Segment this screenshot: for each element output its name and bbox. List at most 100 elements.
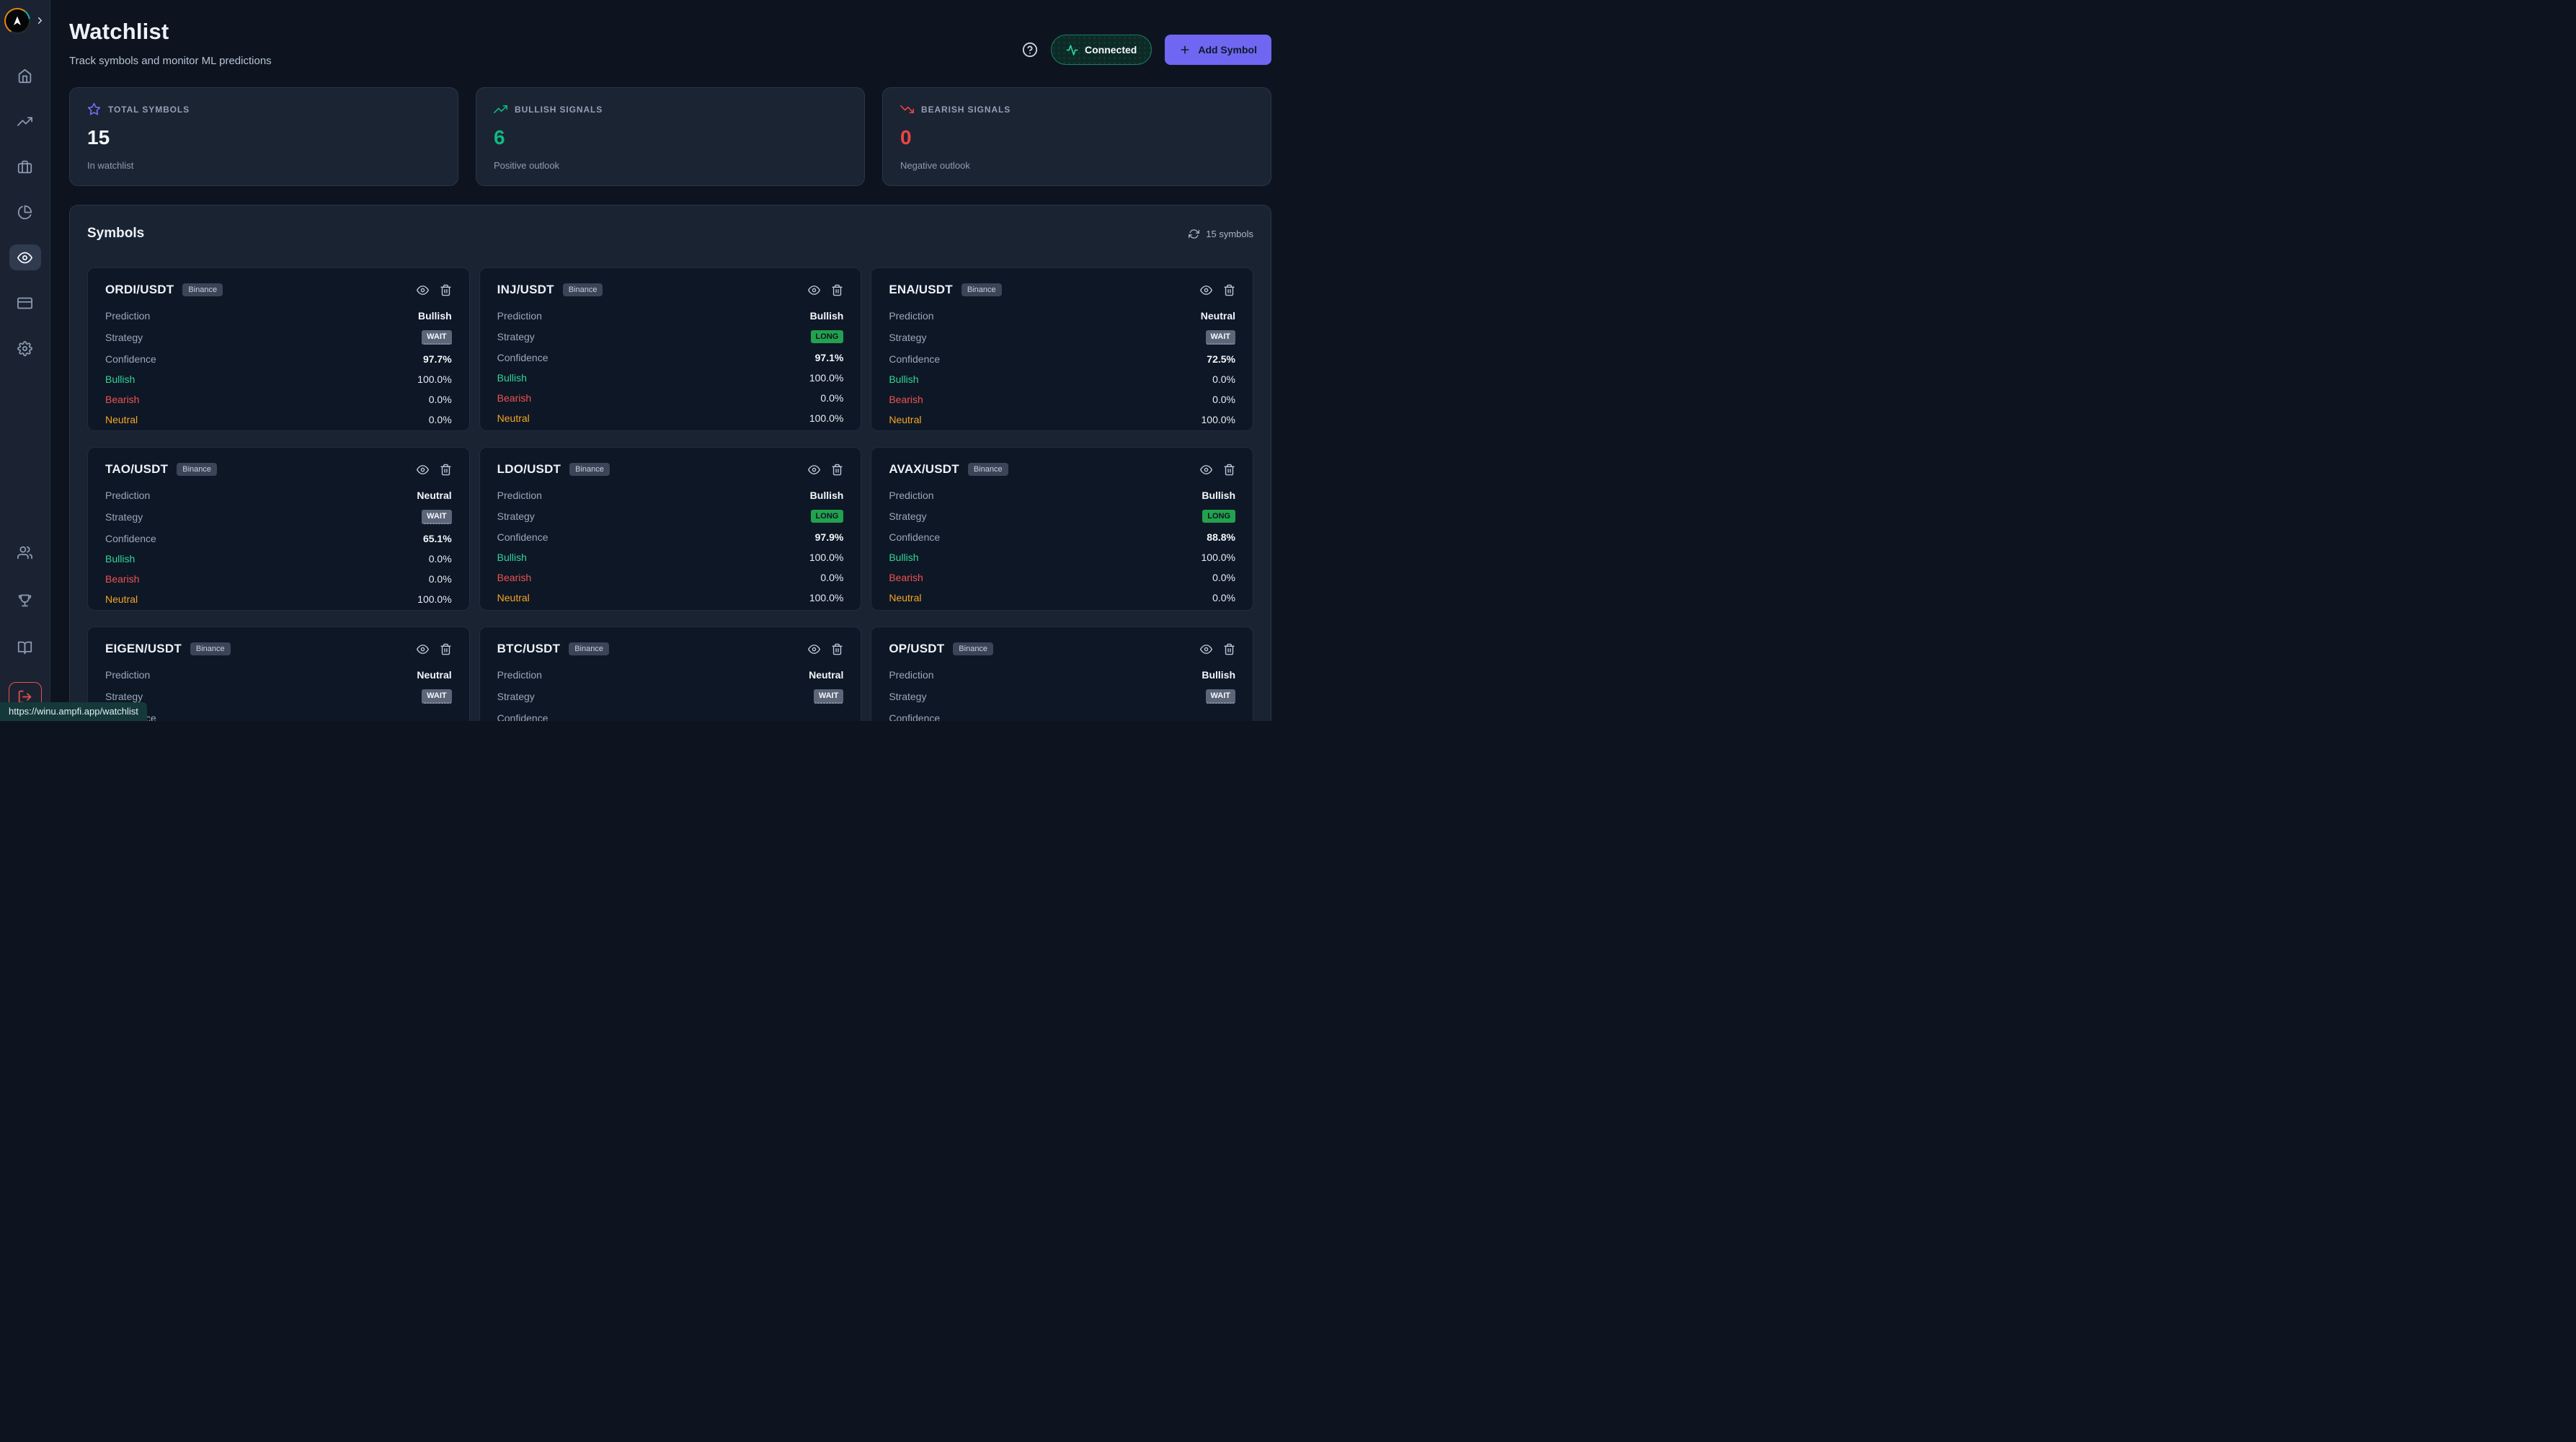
- view-symbol-button[interactable]: [808, 284, 821, 296]
- sidebar-item-settings[interactable]: [9, 335, 41, 361]
- trash-icon: [832, 464, 843, 475]
- confidence-label: Confidence: [105, 353, 156, 365]
- delete-symbol-button[interactable]: [831, 643, 843, 655]
- neutral-value: 100.0%: [809, 592, 844, 603]
- bullish-value: 100.0%: [809, 372, 844, 384]
- confidence-label: Confidence: [889, 531, 941, 543]
- neutral-label: Neutral: [105, 414, 138, 425]
- prediction-label: Prediction: [889, 490, 934, 501]
- bullish-label: Bullish: [105, 553, 136, 565]
- bullish-label: Bullish: [889, 552, 919, 563]
- stat-caption: Positive outlook: [494, 160, 560, 171]
- bearish-label: Bearish: [889, 394, 923, 405]
- stat-label: TOTAL SYMBOLS: [108, 104, 190, 115]
- stat-caption: Negative outlook: [900, 160, 970, 171]
- symbol-card: LDO/USDT Binance Prediction Bullish Stra…: [479, 447, 862, 611]
- sidebar-item-docs[interactable]: [9, 634, 41, 660]
- prediction-value: Bullish: [417, 310, 452, 322]
- stat-label: BULLISH SIGNALS: [515, 104, 603, 115]
- symbol-card: INJ/USDT Binance Prediction Bullish Stra…: [479, 267, 862, 431]
- strategy-badge: LONG: [810, 330, 844, 343]
- refresh-icon[interactable]: [1189, 229, 1200, 239]
- status-url-tooltip: https://winu.ampfi.app/watchlist: [0, 702, 147, 721]
- strategy-label: Strategy: [889, 691, 927, 702]
- delete-symbol-button[interactable]: [1223, 284, 1235, 296]
- prediction-value: Neutral: [417, 669, 452, 681]
- delete-symbol-button[interactable]: [440, 643, 452, 655]
- delete-symbol-button[interactable]: [440, 284, 452, 296]
- prediction-value: Neutral: [1200, 310, 1235, 322]
- strategy-label: Strategy: [105, 332, 143, 343]
- prediction-value: Bullish: [809, 490, 844, 501]
- sidebar-item-rewards[interactable]: [9, 587, 41, 613]
- bullish-label: Bullish: [105, 373, 136, 385]
- sidebar-item-referrals[interactable]: [9, 539, 41, 565]
- neutral-value: 0.0%: [428, 414, 452, 425]
- bearish-value: 0.0%: [820, 392, 844, 404]
- page-header: Watchlist Track symbols and monitor ML p…: [69, 19, 1271, 67]
- stat-value: 6: [494, 126, 505, 149]
- sidebar-item-home[interactable]: [9, 63, 41, 89]
- strategy-label: Strategy: [497, 331, 535, 342]
- sidebar-item-markets[interactable]: [9, 108, 41, 134]
- symbols-count-label: 15 symbols: [1206, 228, 1253, 239]
- delete-symbol-button[interactable]: [1223, 464, 1235, 476]
- strategy-badge: WAIT: [422, 510, 452, 524]
- bearish-label: Bearish: [497, 392, 532, 404]
- delete-symbol-button[interactable]: [440, 464, 452, 476]
- briefcase-icon: [17, 160, 32, 173]
- delete-symbol-button[interactable]: [831, 284, 843, 296]
- exchange-badge: Binance: [569, 642, 609, 655]
- sidebar-item-analytics[interactable]: [9, 199, 41, 225]
- view-symbol-button[interactable]: [1200, 284, 1212, 296]
- plus-icon: [1181, 45, 1189, 54]
- neutral-value: 100.0%: [1201, 414, 1235, 425]
- eye-icon: [416, 644, 429, 654]
- sidebar: [0, 0, 50, 721]
- exchange-badge: Binance: [961, 283, 1002, 296]
- star-icon: [87, 102, 101, 115]
- activity-icon: [1066, 44, 1078, 56]
- eye-icon: [1200, 644, 1212, 654]
- neutral-label: Neutral: [497, 592, 530, 603]
- sidebar-item-payments[interactable]: [9, 290, 41, 316]
- trending-up-icon: [494, 105, 507, 114]
- symbol-pair: ENA/USDT: [889, 283, 953, 296]
- symbol-pair: TAO/USDT: [105, 462, 169, 476]
- delete-symbol-button[interactable]: [1223, 643, 1235, 655]
- symbols-panel: Symbols 15 symbols ORDI/USDT Binance: [69, 205, 1271, 721]
- prediction-label: Prediction: [889, 310, 934, 322]
- symbol-card: AVAX/USDT Binance Prediction Bullish Str…: [871, 447, 1253, 611]
- help-button[interactable]: [1022, 42, 1038, 58]
- trash-icon: [440, 464, 451, 475]
- view-symbol-button[interactable]: [1200, 464, 1212, 476]
- arrow-logo-icon: [5, 9, 29, 32]
- app-logo[interactable]: [4, 8, 30, 34]
- sidebar-item-portfolio[interactable]: [9, 154, 41, 180]
- sidebar-item-watchlist[interactable]: [9, 244, 41, 270]
- view-symbol-button[interactable]: [416, 284, 429, 296]
- sidebar-nav: [9, 63, 41, 361]
- trending-up-icon: [17, 116, 32, 126]
- prediction-label: Prediction: [105, 669, 151, 681]
- sidebar-expand-button[interactable]: [35, 15, 46, 27]
- exchange-badge: Binance: [182, 283, 223, 296]
- app-root: Watchlist Track symbols and monitor ML p…: [0, 0, 1288, 721]
- eye-icon: [416, 285, 429, 295]
- stat-value: 0: [900, 126, 912, 149]
- view-symbol-button[interactable]: [1200, 643, 1212, 655]
- add-symbol-button[interactable]: Add Symbol: [1165, 35, 1271, 65]
- gear-icon: [17, 340, 32, 356]
- confidence-value: 97.7%: [422, 353, 452, 365]
- view-symbol-button[interactable]: [808, 643, 821, 655]
- delete-symbol-button[interactable]: [831, 464, 843, 476]
- confidence-value: 65.1%: [422, 533, 452, 544]
- symbol-pair: BTC/USDT: [497, 642, 561, 655]
- eye-icon: [1200, 285, 1212, 295]
- view-symbol-button[interactable]: [416, 464, 429, 476]
- view-symbol-button[interactable]: [416, 643, 429, 655]
- bullish-label: Bullish: [889, 373, 919, 385]
- trash-icon: [1224, 464, 1235, 475]
- confidence-value: 88.8%: [1207, 531, 1235, 543]
- view-symbol-button[interactable]: [808, 464, 821, 476]
